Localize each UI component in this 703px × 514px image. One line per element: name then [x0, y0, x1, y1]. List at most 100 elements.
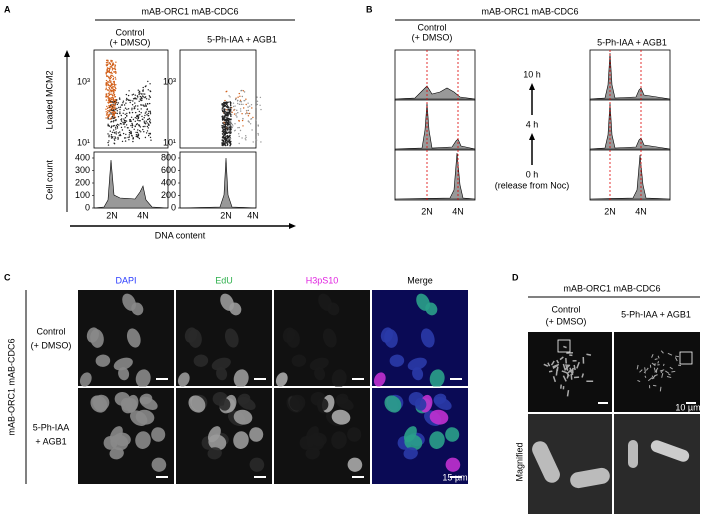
scatter-dot	[222, 125, 224, 127]
scatter-dot	[111, 120, 113, 123]
scatter-dot	[221, 103, 223, 105]
scatter-dot	[137, 89, 139, 91]
scatter-dot	[237, 99, 239, 102]
scatter-dot	[148, 98, 150, 100]
scatter-dot	[119, 112, 121, 115]
scatter-dot	[115, 71, 117, 73]
nucleus	[95, 354, 111, 367]
scatter-dot	[109, 112, 112, 114]
scatter-dot	[122, 132, 125, 135]
scatter-dot	[105, 88, 107, 91]
scatter-dot	[146, 108, 149, 110]
chromosome	[675, 355, 679, 358]
scatter-dot	[223, 128, 226, 130]
nucleus	[322, 328, 337, 348]
nucleus	[389, 354, 405, 367]
tick-label: 10³	[77, 76, 90, 86]
scatter-dot	[105, 83, 108, 85]
scatter-dot	[109, 75, 112, 78]
scatter-dot	[224, 119, 227, 121]
scatter-dot	[114, 99, 117, 101]
time-label: 10 h	[523, 69, 541, 79]
scatter-dot	[257, 125, 259, 127]
nucleus	[135, 431, 151, 449]
scatter-dot	[240, 110, 242, 112]
label: 5-Ph-IAA + AGB1	[207, 34, 277, 44]
scatter-dot	[107, 118, 109, 120]
scatter-dot	[126, 97, 128, 100]
scatter-dot	[229, 145, 231, 147]
histogram	[93, 159, 169, 209]
scatter-dot	[113, 80, 116, 83]
scatter-dot	[122, 100, 125, 102]
scatter-dot	[130, 124, 132, 127]
scatter-dot	[149, 119, 151, 121]
nucleus	[90, 329, 104, 348]
scatter-dot	[228, 118, 230, 121]
scatter-dot	[222, 130, 224, 132]
scatter-dot	[128, 139, 130, 141]
scatter-dot	[143, 120, 145, 122]
scale-bar	[450, 476, 462, 478]
scatter-dot	[226, 104, 229, 106]
scatter-dot	[116, 103, 119, 106]
scatter-dot	[113, 106, 115, 109]
scatter-dot	[237, 96, 239, 98]
scatter-dot	[221, 127, 224, 129]
scatter-dot	[110, 80, 112, 83]
label: Control	[417, 22, 446, 32]
chromatid	[570, 467, 610, 489]
scatter-dot	[145, 111, 147, 113]
tick-label: 2N	[421, 206, 433, 216]
chromosome	[573, 364, 576, 371]
scatter-dot	[143, 131, 145, 133]
scatter-dot	[233, 130, 236, 132]
scatter-dot	[117, 132, 120, 134]
scatter-dot	[131, 107, 133, 110]
scatter-dot	[224, 142, 226, 145]
nucleus	[347, 457, 363, 472]
scatter-dot	[140, 93, 143, 95]
axis-label: Loaded MCM2	[44, 70, 54, 129]
scatter-dot	[113, 89, 116, 91]
scale-bar	[598, 402, 608, 404]
scatter-dot	[226, 114, 228, 117]
scatter-dot	[136, 95, 139, 97]
scatter-dot	[115, 133, 118, 135]
scatter-dot	[110, 105, 113, 108]
scatter-dot	[112, 89, 114, 92]
scatter-dot	[139, 98, 141, 100]
nucleus	[416, 293, 430, 311]
scatter-dot	[222, 143, 224, 145]
chromosome	[654, 358, 658, 361]
scatter-dot	[222, 118, 224, 120]
scatter-dot	[134, 120, 136, 123]
scatter-dot	[111, 98, 113, 101]
scatter-dot	[131, 94, 133, 96]
scatter-dot	[224, 99, 226, 102]
scatter-dot	[105, 108, 107, 110]
scatter-dot	[135, 131, 137, 134]
scatter-dot	[245, 103, 247, 106]
scatter-dot	[134, 94, 136, 96]
scatter-dot	[229, 121, 231, 123]
hist-frame	[589, 149, 671, 201]
scatter-dot	[122, 112, 124, 115]
scatter-dot	[107, 107, 109, 109]
scatter-dot	[110, 104, 112, 106]
nucleus	[135, 369, 151, 388]
scatter-dot	[259, 96, 262, 99]
scatter-dot	[134, 97, 137, 99]
scatter-dot	[248, 121, 250, 123]
micrograph	[372, 290, 468, 388]
chromosome	[565, 364, 569, 371]
label: Control	[551, 304, 580, 314]
chromosome	[547, 362, 551, 367]
nucleus	[233, 369, 249, 388]
scatter-dot	[229, 103, 232, 106]
scatter-dot	[142, 89, 144, 92]
scatter-dot	[230, 113, 233, 116]
scatter-dot	[142, 125, 144, 128]
scatter-dot	[116, 127, 119, 129]
scatter-dot	[132, 100, 134, 102]
